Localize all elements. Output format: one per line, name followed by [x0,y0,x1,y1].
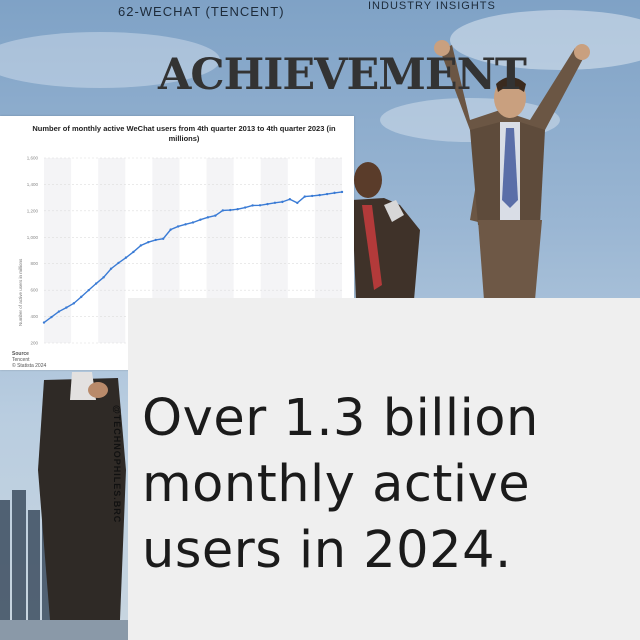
data-point [243,206,247,209]
y-tick-label: 800 [30,261,38,266]
data-point [199,218,202,221]
data-point [132,250,135,254]
data-point [296,201,299,205]
data-point [162,237,165,240]
caption-panel: Over 1.3 billion monthly active users in… [128,298,640,640]
data-point [94,282,98,285]
data-point [184,223,187,226]
data-point [273,201,277,204]
data-point [72,302,76,305]
data-point [236,207,239,211]
source-line: Tencent [12,357,30,363]
y-axis-ticks: 200 400 600 800 1,000 1,200 1,400 1,600 [27,156,39,346]
data-point [281,200,284,204]
data-point [311,194,314,198]
data-point [139,244,143,247]
data-point [206,216,210,219]
chart-title: Number of monthly active WeChat users fr… [32,124,336,143]
chart-series [42,190,344,324]
source-line: Source [12,351,29,357]
data-point [251,204,254,207]
source-line: © Statista 2024 [12,363,47,369]
data-point [154,238,157,242]
data-point [65,306,68,309]
data-point [221,209,224,212]
celebrating-man-figure [434,40,590,300]
data-point [147,240,150,244]
data-point [57,310,61,313]
data-point [102,276,105,279]
clapping-man-figure [352,162,420,300]
category-label: INDUSTRY INSIGHTS [368,0,496,12]
data-point [258,204,262,207]
data-point [87,288,90,292]
chart-source: Source Tencent © Statista 2024 [12,351,46,369]
clapping-man-figure-2 [38,372,126,620]
data-point [340,190,344,194]
caption-text: Over 1.3 billion monthly active users in… [142,389,539,580]
y-tick-label: 200 [30,341,38,346]
data-point [288,198,292,201]
data-point [191,221,195,224]
y-tick-label: 600 [30,288,38,293]
data-point [176,225,180,228]
series-label: 62-WECHAT (TENCENT) [118,4,285,19]
y-tick-label: 1,600 [27,156,39,161]
data-point [124,256,128,259]
y-tick-label: 1,200 [27,208,39,213]
grid-band [44,158,72,343]
data-point [42,321,46,324]
y-tick-label: 400 [30,314,38,319]
data-point [333,191,336,195]
page-title: ACHIEVEMENT [158,50,527,100]
data-point [266,202,269,206]
grid-band [98,158,126,343]
data-point [229,208,232,212]
data-point [109,267,113,270]
y-axis-label: Number of active users in millions [18,258,23,326]
line-chart: 200 400 600 800 1,000 1,200 1,400 1,600 Number … [18,156,344,346]
watermark-handle: @TECHNOPHILES.BRC [112,405,122,524]
data-point [50,315,53,319]
y-tick-label: 1,400 [27,182,39,187]
y-tick-label: 1,000 [27,235,39,240]
data-point [80,295,83,299]
data-point [325,192,329,196]
data-point [318,193,321,197]
data-point [117,261,120,265]
data-point [303,195,306,198]
data-point [169,228,172,231]
data-point [214,214,217,217]
